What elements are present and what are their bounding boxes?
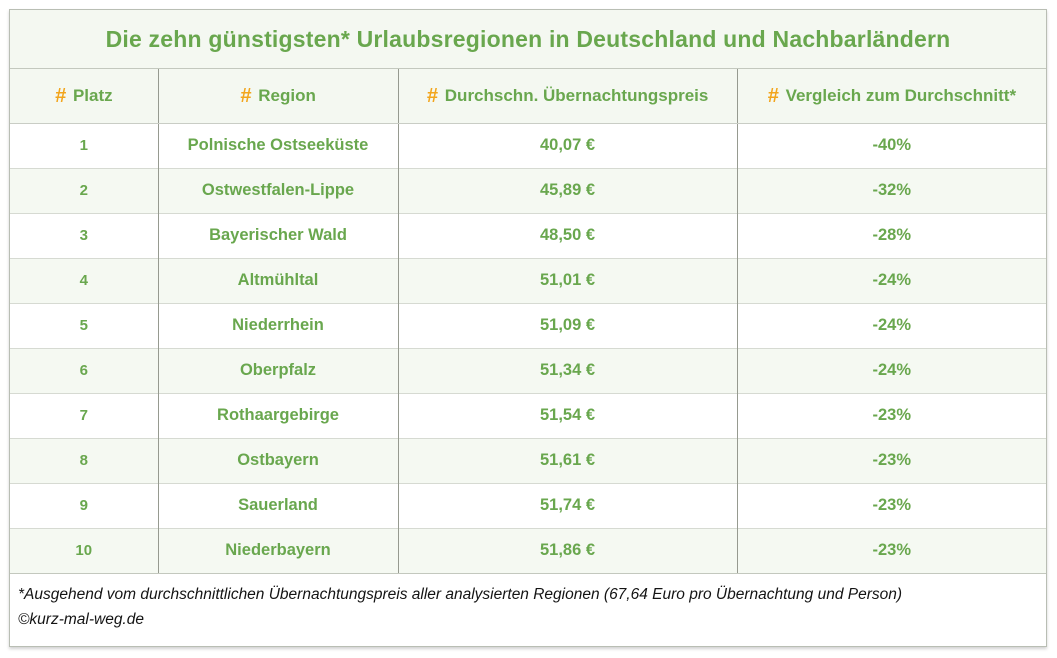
- cell-region: Altmühltal: [157, 257, 398, 303]
- table-row: 4 Altmühltal 51,01 € -24%: [10, 257, 1046, 303]
- table-row: 2 Ostwestfalen-Lippe 45,89 € -32%: [10, 167, 1046, 213]
- cell-region: Ostwestfalen-Lippe: [157, 167, 398, 213]
- cell-preis: 51,54 €: [397, 392, 737, 438]
- cell-platz: 1: [79, 137, 88, 154]
- cell-platz: 10: [10, 527, 158, 573]
- cell-preis: 51,74 €: [397, 482, 737, 528]
- page-title: Die zehn günstigsten* Urlaubsregionen in…: [10, 10, 1046, 69]
- hash-icon: #: [767, 85, 779, 108]
- table-row: 5 Niederrhein 51,09 € -24%: [10, 302, 1046, 348]
- cell-region: Oberpfalz: [157, 347, 398, 393]
- cell-vergleich: -23%: [736, 527, 1046, 573]
- cell-preis: 51,61 €: [397, 437, 737, 483]
- cell-preis: 40,07 €: [397, 123, 737, 168]
- cell-preis: 51,86 €: [397, 527, 737, 573]
- table-row: 7 Rothaargebirge 51,54 € -23%: [10, 392, 1046, 438]
- cell-region: Polnische Ostseeküste: [157, 123, 398, 168]
- cell-platz: 3: [10, 212, 158, 258]
- ranking-table: # Platz # Region # Durchschn. Übernachtungs…: [10, 69, 1046, 573]
- cell-platz: 8: [10, 437, 158, 483]
- cell-preis: 51,34 €: [397, 347, 737, 393]
- column-header-preis: # Durchschn. Übernachtungspreis: [397, 69, 737, 124]
- table-row: 10 Niederbayern 51,86 € -23%: [10, 527, 1046, 573]
- column-header-label: Vergleich zum Durchschnitt*: [785, 86, 1017, 106]
- cell-preis: 51,09 €: [397, 302, 737, 348]
- cell-region: Niederrhein: [157, 302, 398, 348]
- hash-icon: #: [54, 85, 66, 108]
- cell-preis: 45,89 €: [397, 167, 737, 213]
- copyright-text: ©kurz-mal-weg.de: [18, 610, 144, 628]
- cell-vergleich: -28%: [736, 212, 1046, 258]
- column-header-label: Platz: [72, 86, 113, 106]
- cell-platz: 6: [10, 347, 158, 393]
- column-header-label: Durchschn. Übernachtungspreis: [444, 86, 709, 106]
- cell-region: Sauerland: [157, 482, 398, 528]
- cell-preis: 48,50 €: [397, 212, 737, 258]
- cell-vergleich: -24%: [736, 257, 1046, 303]
- column-header-label: Region: [258, 86, 316, 106]
- cell-region: Niederbayern: [157, 527, 398, 573]
- cell-vergleich: -24%: [736, 347, 1046, 393]
- column-header-vergleich: # Vergleich zum Durchschnitt*: [736, 69, 1046, 124]
- column-header-region: # Region: [157, 69, 398, 124]
- table-header-row: # Platz # Region # Durchschn. Übernachtungs…: [10, 69, 1046, 124]
- table-row: 8 Ostbayern 51,61 € -23%: [10, 437, 1046, 483]
- infographic-table: Die zehn günstigsten* Urlaubsregionen in…: [9, 9, 1047, 647]
- column-header-platz: # Platz: [10, 69, 158, 124]
- hash-icon: #: [240, 85, 252, 108]
- cell-vergleich: -23%: [736, 437, 1046, 483]
- cell-vergleich: -32%: [736, 167, 1046, 213]
- table-row: 6 Oberpfalz 51,34 € -24%: [10, 347, 1046, 393]
- cell-vergleich: -40%: [736, 123, 1046, 168]
- footnote-text: *Ausgehend vom durchschnittlichen Überna…: [18, 586, 903, 603]
- cell-preis: 51,01 €: [397, 257, 737, 303]
- table-row: 9 Sauerland 51,74 € -23%: [10, 482, 1046, 528]
- cell-vergleich: -23%: [736, 392, 1046, 438]
- cell-platz: 4: [10, 257, 158, 303]
- cell-platz: 9: [10, 482, 158, 528]
- cell-platz: 7: [10, 392, 158, 438]
- cell-vergleich: -23%: [736, 482, 1046, 528]
- cell-platz: 2: [10, 167, 158, 213]
- cell-platz: 5: [10, 302, 158, 348]
- cell-region: Bayerischer Wald: [157, 212, 398, 258]
- table-row: 1 Polnische Ostseeküste 40,07 € -40%: [10, 123, 1046, 168]
- cell-region: Rothaargebirge: [157, 392, 398, 438]
- footnote-area: *Ausgehend vom durchschnittlichen Überna…: [10, 573, 1046, 646]
- table-row: 3 Bayerischer Wald 48,50 € -28%: [10, 212, 1046, 258]
- cell-region: Ostbayern: [157, 437, 398, 483]
- hash-icon: #: [426, 85, 438, 108]
- cell-vergleich: -24%: [736, 302, 1046, 348]
